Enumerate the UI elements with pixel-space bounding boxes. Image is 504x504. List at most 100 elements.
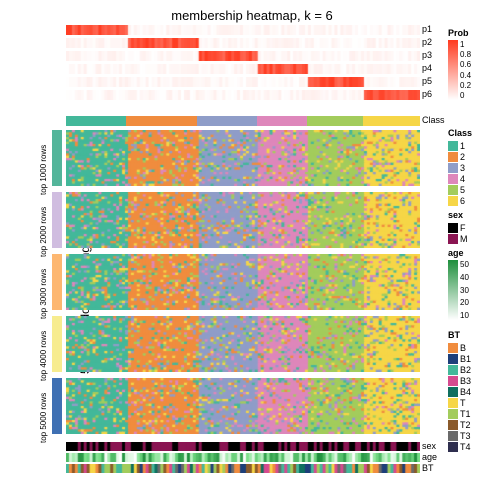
row-label-4: top 5000 rows — [39, 393, 48, 443]
legend-tick: 1 — [460, 40, 471, 49]
prob-row-5 — [66, 77, 420, 87]
p-label-p6: p6 — [422, 89, 432, 99]
legend-label: T2 — [460, 420, 471, 430]
legend-swatch — [448, 196, 458, 206]
legend-label: M — [460, 234, 468, 244]
class-segment-1 — [66, 116, 126, 126]
legend-tick: 30 — [460, 286, 469, 295]
legend-tick: 0.6 — [460, 60, 471, 69]
legend-tick: 10 — [460, 311, 469, 320]
side-band-3 — [52, 316, 62, 372]
legend-row-bt-2: B2 — [448, 364, 471, 375]
p-label-p2: p2 — [422, 37, 432, 47]
heatmap-block-3 — [66, 316, 420, 372]
legend-label: 2 — [460, 152, 465, 162]
annot-band-BT — [66, 464, 420, 473]
legend-tick: 0 — [460, 91, 471, 100]
legend-label: B4 — [460, 387, 471, 397]
legend-swatch — [448, 185, 458, 195]
legend-swatch — [448, 343, 458, 353]
legend-row-bt-6: T1 — [448, 408, 471, 419]
side-band-4 — [52, 378, 62, 434]
legend-tick: 40 — [460, 273, 469, 282]
legend-swatch — [448, 234, 458, 244]
legend-swatch — [448, 409, 458, 419]
row-label-3: top 4000 rows — [39, 331, 48, 381]
annot-label-age: age — [422, 452, 437, 462]
p-label-p5: p5 — [422, 76, 432, 86]
legend-gradient-age — [448, 260, 458, 320]
prob-row-4 — [66, 64, 420, 74]
legend-swatch — [448, 152, 458, 162]
chart-title: membership heatmap, k = 6 — [171, 8, 333, 23]
annot-label-sex: sex — [422, 441, 436, 451]
legend-title-age: age — [448, 248, 469, 258]
legend-row-sex-0: F — [448, 222, 468, 233]
legend-bt: BTBB1B2B3B4TT1T2T3T4 — [448, 330, 471, 452]
legend-title-prob: Prob — [448, 28, 471, 38]
legend-swatch — [448, 163, 458, 173]
legend-label: 5 — [460, 185, 465, 195]
legend-label: B3 — [460, 376, 471, 386]
legend-row-bt-5: T — [448, 397, 471, 408]
legend-row-class-2: 3 — [448, 162, 472, 173]
p-label-p3: p3 — [422, 50, 432, 60]
legend-label: T4 — [460, 442, 471, 452]
class-segment-2 — [126, 116, 197, 126]
legend-swatch — [448, 420, 458, 430]
p-label-p1: p1 — [422, 24, 432, 34]
prob-row-2 — [66, 38, 420, 48]
legend-title-sex: sex — [448, 210, 468, 220]
row-label-2: top 3000 rows — [39, 269, 48, 319]
legend-tick: 50 — [460, 260, 469, 269]
heatmap-block-0 — [66, 130, 420, 186]
legend-swatch — [448, 442, 458, 452]
class-segment-3 — [197, 116, 257, 126]
legend-label: 1 — [460, 141, 465, 151]
class-segment-6 — [363, 116, 420, 126]
legend-row-bt-8: T3 — [448, 430, 471, 441]
legend-label: B — [460, 343, 466, 353]
legend-tick: 0.4 — [460, 71, 471, 80]
annot-label-BT: BT — [422, 463, 434, 473]
legend-row-bt-0: B — [448, 342, 471, 353]
legend-label: 4 — [460, 174, 465, 184]
legend-gradient-prob — [448, 40, 458, 100]
heatmap-block-4 — [66, 378, 420, 434]
legend-row-sex-1: M — [448, 233, 468, 244]
legend-label: B1 — [460, 354, 471, 364]
legend-title-class: Class — [448, 128, 472, 138]
legend-row-class-0: 1 — [448, 140, 472, 151]
legend-row-class-4: 5 — [448, 184, 472, 195]
prob-row-6 — [66, 90, 420, 100]
legend-tick: 0.2 — [460, 81, 471, 90]
legend-swatch — [448, 387, 458, 397]
class-segment-4 — [257, 116, 307, 126]
legend-class: Class 123456 — [448, 128, 472, 206]
legend-label: F — [460, 223, 466, 233]
side-band-2 — [52, 254, 62, 310]
row-label-1: top 2000 rows — [39, 207, 48, 257]
legend-row-bt-9: T4 — [448, 441, 471, 452]
legend-tick: 0.8 — [460, 50, 471, 59]
prob-row-3 — [66, 51, 420, 61]
annot-band-sex — [66, 442, 420, 451]
legend-row-bt-1: B1 — [448, 353, 471, 364]
legend-age: age5040302010 — [448, 248, 469, 320]
legend-row-class-1: 2 — [448, 151, 472, 162]
legend-label: T — [460, 398, 466, 408]
legend-label: T1 — [460, 409, 471, 419]
legend-swatch — [448, 431, 458, 441]
legend-swatch — [448, 376, 458, 386]
side-band-0 — [52, 130, 62, 186]
legend-row-class-5: 6 — [448, 195, 472, 206]
legend-label: 3 — [460, 163, 465, 173]
side-band-1 — [52, 192, 62, 248]
legend-prob: Prob 10.80.6 0.40.20 — [448, 28, 471, 100]
legend-row-class-3: 4 — [448, 173, 472, 184]
legend-label: B2 — [460, 365, 471, 375]
annot-band-age — [66, 453, 420, 462]
legend-swatch — [448, 174, 458, 184]
legend-row-bt-4: B4 — [448, 386, 471, 397]
class-band-label: Class — [422, 115, 445, 125]
